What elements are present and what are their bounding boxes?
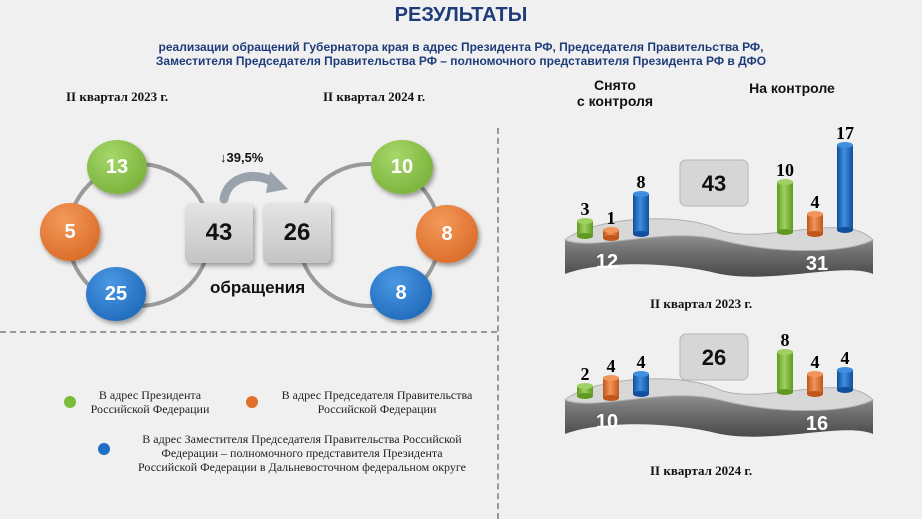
bar-cap-removed-blue bbox=[633, 371, 649, 377]
chart-2024-title: II квартал 2024 г. bbox=[650, 463, 753, 478]
chart-2023: 12 31 3 1 8 10 4 17 43 bbox=[564, 123, 874, 277]
bar-label-control-blue: 17 bbox=[836, 123, 854, 143]
bar-foot-control-blue bbox=[837, 387, 853, 393]
bar-cap-control-green bbox=[777, 179, 793, 185]
circle-2023-deputy: 25 bbox=[86, 267, 146, 321]
change-arrow-icon bbox=[219, 171, 288, 204]
chart-total-box bbox=[679, 333, 749, 381]
bar-cap-control-green bbox=[777, 349, 793, 355]
bar-foot-removed-green bbox=[577, 393, 593, 399]
legend-item-president: В адрес Президента Российской Федерации bbox=[80, 388, 220, 416]
bar-foot-removed-green bbox=[577, 233, 593, 239]
bar-cap-removed-orange bbox=[603, 375, 619, 381]
bar-foot-removed-orange bbox=[603, 395, 619, 401]
legend-deputy-line1: В адрес Заместителя Председателя Правите… bbox=[142, 432, 462, 446]
base-total-control: 31 bbox=[806, 253, 828, 275]
base-total-control: 16 bbox=[806, 413, 828, 435]
chart-total-value: 43 bbox=[702, 171, 726, 196]
bar-control-blue bbox=[837, 145, 853, 230]
circle-2024-deputy: 8 bbox=[370, 266, 432, 320]
bar-removed-orange bbox=[603, 230, 619, 238]
bar-label-removed-orange: 4 bbox=[607, 356, 616, 376]
bar-label-control-green: 10 bbox=[776, 160, 794, 180]
quarter-label-2023: II квартал 2023 г. bbox=[66, 89, 169, 104]
legend-president-line2: Российской Федерации bbox=[90, 402, 210, 416]
bar-control-orange bbox=[807, 374, 823, 394]
bar-removed-blue bbox=[633, 374, 649, 394]
legend-deputy-line3: Российской Федерации в Дальневосточном ф… bbox=[138, 460, 466, 474]
page-subtitle: реализации обращений Губернатора края в … bbox=[40, 40, 882, 68]
bar-label-removed-green: 2 bbox=[581, 364, 590, 384]
bar-cap-control-orange bbox=[807, 211, 823, 217]
divider-horizontal bbox=[0, 331, 497, 333]
bar-removed-orange bbox=[603, 378, 619, 398]
circle-2024-president: 10 bbox=[371, 140, 433, 194]
bar-foot-control-orange bbox=[807, 391, 823, 397]
change-percent: ↓39,5% bbox=[220, 150, 264, 165]
header-on-control: На контроле bbox=[749, 80, 835, 96]
bar-control-orange bbox=[807, 214, 823, 234]
total-2023-box: 43 bbox=[185, 203, 253, 263]
bar-control-green bbox=[777, 352, 793, 392]
header-removed-from-control: Снято с контроля bbox=[560, 77, 670, 109]
bar-foot-control-green bbox=[777, 229, 793, 235]
subtitle-line-1: реализации обращений Губернатора края в … bbox=[158, 40, 764, 54]
legend-chairman-line1: В адрес Председателя Правительства bbox=[281, 388, 473, 402]
legend-dot-orange bbox=[246, 396, 258, 408]
header-removed-line1: Снято bbox=[594, 77, 636, 93]
chart-total-box bbox=[679, 159, 749, 207]
bar-foot-control-blue bbox=[837, 227, 853, 233]
header-removed-line2: с контроля bbox=[576, 93, 654, 109]
bar-foot-control-green bbox=[777, 389, 793, 395]
divider-vertical bbox=[497, 128, 499, 519]
bar-label-control-orange: 4 bbox=[811, 192, 820, 212]
bar-cap-control-blue bbox=[837, 367, 853, 373]
bar-foot-control-orange bbox=[807, 231, 823, 237]
bar-foot-removed-blue bbox=[633, 391, 649, 397]
legend-dot-green bbox=[64, 396, 76, 408]
bar-cap-control-blue bbox=[837, 142, 853, 148]
legend-item-deputy: В адрес Заместителя Председателя Правите… bbox=[112, 432, 492, 474]
bar-removed-blue bbox=[633, 194, 649, 234]
bar-control-blue bbox=[837, 370, 853, 390]
circle-2023-president: 13 bbox=[87, 140, 147, 194]
chart-2024: 10 162 4 484 426 bbox=[564, 330, 874, 437]
bar-cap-removed-orange bbox=[603, 227, 619, 233]
legend-deputy-line2: Федерации – полномочного представителя П… bbox=[161, 446, 443, 460]
bar-removed-green bbox=[577, 221, 593, 236]
bar-label-removed-blue: 8 bbox=[637, 172, 646, 192]
bar-removed-green bbox=[577, 386, 593, 396]
legend-chairman-line2: Российской Федерации bbox=[317, 402, 437, 416]
circle-2024-chairman: 8 bbox=[416, 205, 478, 263]
bar-foot-removed-blue bbox=[633, 231, 649, 237]
bar-cap-control-orange bbox=[807, 371, 823, 377]
total-2024-box: 26 bbox=[263, 203, 331, 263]
legend-dot-blue bbox=[98, 443, 110, 455]
bar-cap-removed-green bbox=[577, 383, 593, 389]
circle-2023-chairman: 5 bbox=[40, 203, 100, 261]
legend-president-line1: В адрес Президента bbox=[98, 388, 202, 402]
bar-control-green bbox=[777, 182, 793, 232]
base-total-removed: 10 bbox=[596, 411, 618, 433]
caption-appeals: обращения bbox=[210, 278, 306, 297]
bar-label-control-orange: 4 bbox=[811, 352, 820, 372]
base-total-removed: 12 bbox=[596, 251, 618, 273]
subtitle-line-2: Заместителя Председателя Правительства Р… bbox=[155, 54, 767, 68]
bar-label-removed-green: 3 bbox=[581, 199, 590, 219]
bar-label-removed-orange: 1 bbox=[607, 208, 616, 228]
bar-cap-removed-green bbox=[577, 218, 593, 224]
chart-2023-title: II квартал 2023 г. bbox=[650, 296, 753, 311]
bar-label-removed-blue: 4 bbox=[637, 352, 646, 372]
page-title: РЕЗУЛЬТАТЫ bbox=[394, 4, 528, 26]
legend-item-chairman: В адрес Председателя Правительства Росси… bbox=[262, 388, 492, 416]
bar-foot-removed-orange bbox=[603, 235, 619, 241]
bar-label-control-blue: 4 bbox=[841, 348, 850, 368]
quarter-label-2024: II квартал 2024 г. bbox=[323, 89, 426, 104]
bar-label-control-green: 8 bbox=[781, 330, 790, 350]
chart-total-value: 26 bbox=[702, 345, 726, 370]
bar-cap-removed-blue bbox=[633, 191, 649, 197]
